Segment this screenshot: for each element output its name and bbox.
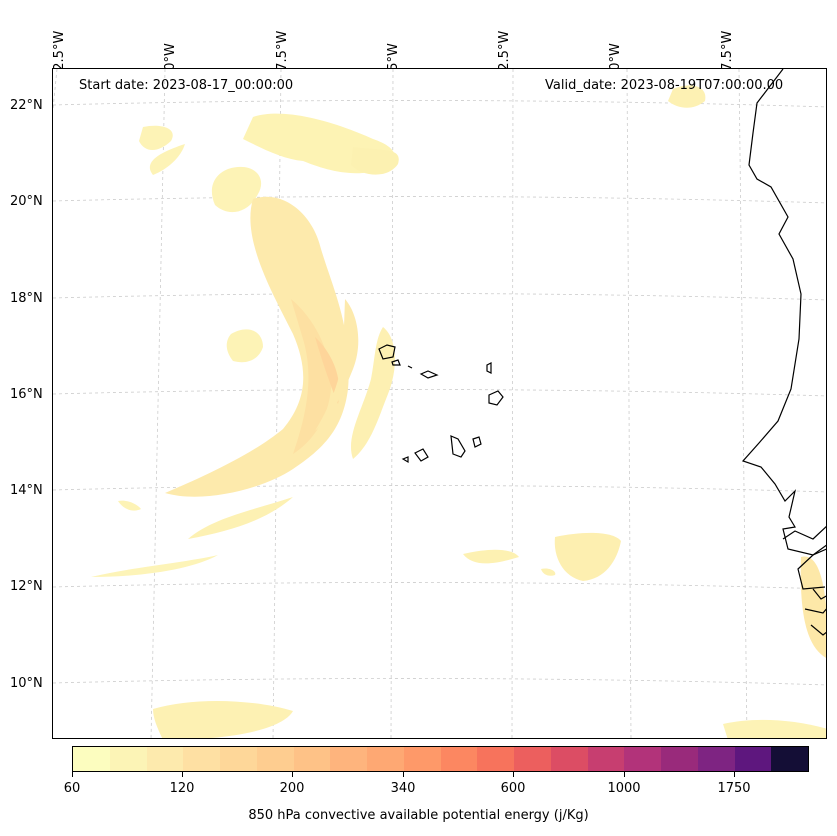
colorbar-tick-1000: [624, 772, 625, 777]
lat-label-12n: 12°N: [10, 579, 43, 594]
cape-verde-islands: [378, 344, 504, 464]
colorbar-label-1750: 1750: [717, 781, 751, 796]
colorbar-segment: [73, 747, 110, 771]
colorbar-segment: [587, 747, 625, 771]
colorbar-segment: [734, 747, 772, 771]
colorbar-tick-340: [403, 772, 404, 777]
colorbar-segment: [550, 747, 588, 771]
colorbar-segment: [624, 747, 661, 771]
colorbar-tick-120: [182, 772, 183, 777]
colorbar-title: 850 hPa convective available potential e…: [248, 808, 589, 823]
map-panel: [52, 68, 827, 739]
colorbar-segment: [514, 747, 551, 771]
valid-date-label: Valid_date: 2023-08-19T07:00:00.00: [545, 78, 784, 93]
colorbar-segment: [440, 747, 478, 771]
colorbar-segment: [697, 747, 735, 771]
lat-label-10n: 10°N: [10, 676, 43, 691]
map-canvas: [53, 69, 826, 738]
lat-label-20n: 20°N: [10, 194, 43, 209]
lat-label-14n: 14°N: [10, 483, 43, 498]
lat-label-16n: 16°N: [10, 387, 43, 402]
colorbar-segment: [183, 747, 220, 771]
colorbar-tick-200: [292, 772, 293, 777]
lat-label-22n: 22°N: [10, 98, 43, 113]
colorbar-label-200: 200: [279, 781, 305, 796]
graticule: [53, 69, 826, 738]
colorbar-segment: [293, 747, 331, 771]
colorbar-segment: [256, 747, 294, 771]
colorbar-tick-600: [513, 772, 514, 777]
colorbar-segment: [220, 747, 257, 771]
colorbar-tick-60: [72, 772, 73, 777]
colorbar-segment: [477, 747, 514, 771]
colorbar-segment: [403, 747, 441, 771]
colorbar-tick-1750: [734, 772, 735, 777]
colorbar-segment: [109, 747, 147, 771]
coastline: [741, 69, 826, 636]
colorbar-label-120: 120: [169, 781, 195, 796]
lat-label-18n: 18°N: [10, 291, 43, 306]
colorbar-segment: [330, 747, 367, 771]
cape-field: [91, 85, 826, 738]
colorbar-segment: [367, 747, 404, 771]
colorbar-segment: [771, 747, 808, 771]
colorbar: [72, 746, 809, 772]
colorbar-label-60: 60: [63, 781, 81, 796]
start-date-label: Start date: 2023-08-17_00:00:00: [79, 78, 294, 93]
colorbar-label-340: 340: [390, 781, 416, 796]
colorbar-label-600: 600: [500, 781, 526, 796]
colorbar-segment: [661, 747, 698, 771]
colorbar-label-1000: 1000: [607, 781, 641, 796]
colorbar-segment: [146, 747, 184, 771]
